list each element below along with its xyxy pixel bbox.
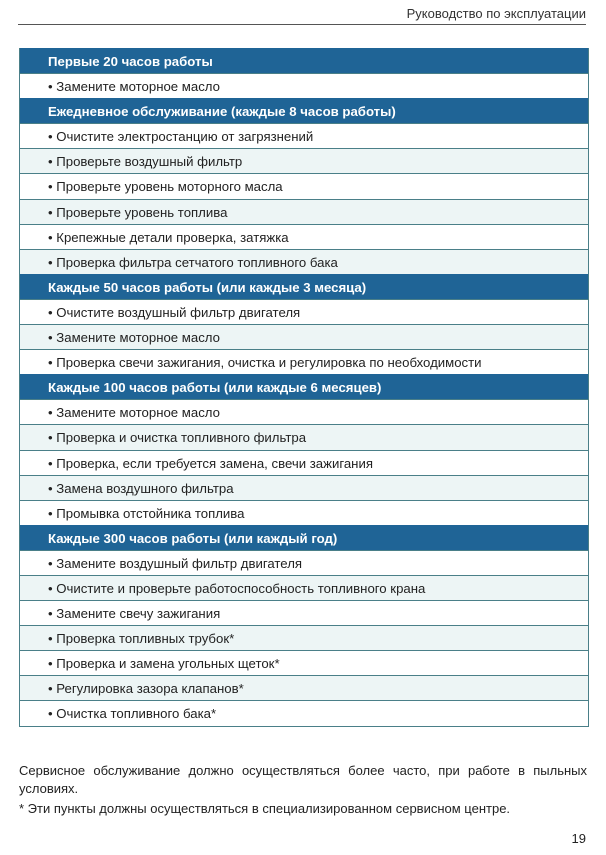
table-row: • Промывка отстойника топлива: [20, 499, 588, 525]
table-row: • Замените воздушный фильтр двигателя: [20, 549, 588, 575]
table-row: • Очистите воздушный фильтр двигателя: [20, 298, 588, 324]
section-header: Первые 20 часов работы: [20, 48, 588, 74]
table-row: • Проверьте уровень топлива: [20, 198, 588, 224]
table-row: • Замена воздушного фильтра: [20, 474, 588, 500]
table-row: • Замените моторное масло: [20, 399, 588, 424]
section-header: Каждые 50 часов работы (или каждые 3 мес…: [20, 273, 588, 299]
table-row: • Проверка топливных трубок*: [20, 625, 588, 651]
table-row: • Крепежные детали проверка, затяжка: [20, 223, 588, 249]
table-row: • Проверка и замена угольных щеток*: [20, 650, 588, 675]
table-row: • Проверьте воздушный фильтр: [20, 148, 588, 174]
section-header: Ежедневное обслуживание (каждые 8 часов …: [20, 98, 588, 124]
table-row: • Замените свечу зажигания: [20, 600, 588, 625]
table-row: • Регулировка зазора клапанов*: [20, 675, 588, 701]
section-header: Каждые 100 часов работы (или каждые 6 ме…: [20, 374, 588, 400]
table-row: • Проверка, если требуется замена, свечи…: [20, 449, 588, 475]
note-service-center: * Эти пункты должны осуществляться в спе…: [19, 801, 511, 816]
table-row: • Проверьте уровень моторного масла: [20, 173, 588, 198]
table-row: • Проверка свечи зажигания, очистка и ре…: [20, 349, 588, 374]
maintenance-table: Первые 20 часов работы • Замените моторно…: [19, 48, 589, 727]
running-header: Руководство по эксплуатации: [406, 6, 586, 21]
table-row: • Очистите и проверьте работоспособность…: [20, 574, 588, 601]
table-row: • Замените моторное масло: [20, 73, 588, 98]
header-divider: [18, 24, 586, 25]
table-row: • Очистка топливного бака*: [20, 700, 588, 725]
table-row: • Проверка и очистка топливного фильтра: [20, 424, 588, 450]
section-header: Каждые 300 часов работы (или каждый год): [20, 524, 588, 550]
page-number: 19: [571, 831, 586, 846]
table-row: • Очистите электростанцию от загрязнений: [20, 123, 588, 148]
table-row: • Проверка фильтра сетчатого топливного …: [20, 248, 588, 274]
note-dust: Сервисное обслуживание должно осуществля…: [19, 763, 587, 796]
table-row: • Замените моторное масло: [20, 324, 588, 350]
